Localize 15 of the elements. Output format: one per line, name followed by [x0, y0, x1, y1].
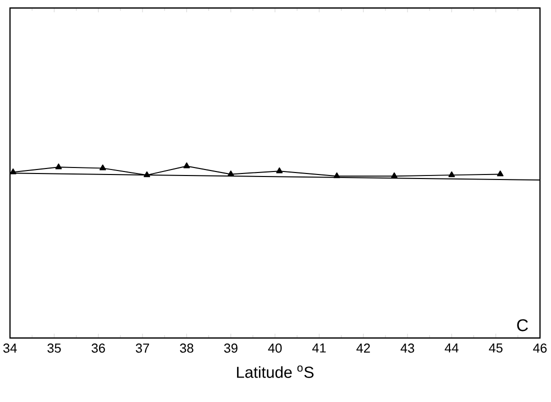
x-tick-label: 45	[488, 344, 502, 353]
x-tick-label: 35	[47, 344, 61, 353]
x-tick-label: 36	[92, 344, 105, 353]
x-tick-label: 39	[224, 344, 238, 353]
x-axis-title: Latitude $^{o}$S	[237, 366, 314, 378]
x-tick-label: 38	[180, 344, 194, 353]
x-tick-label: 43	[400, 344, 414, 353]
x-tick-label: 41	[312, 344, 326, 352]
x-tick-label: 42	[356, 344, 370, 353]
annotation: C	[517, 319, 528, 332]
x-tick-label: 40	[268, 344, 282, 353]
x-tick-label: 37	[136, 344, 150, 353]
x-tick-label: 46	[533, 344, 547, 353]
x-tick-label: 44	[444, 344, 458, 352]
x-tick-label: 34	[3, 344, 17, 353]
